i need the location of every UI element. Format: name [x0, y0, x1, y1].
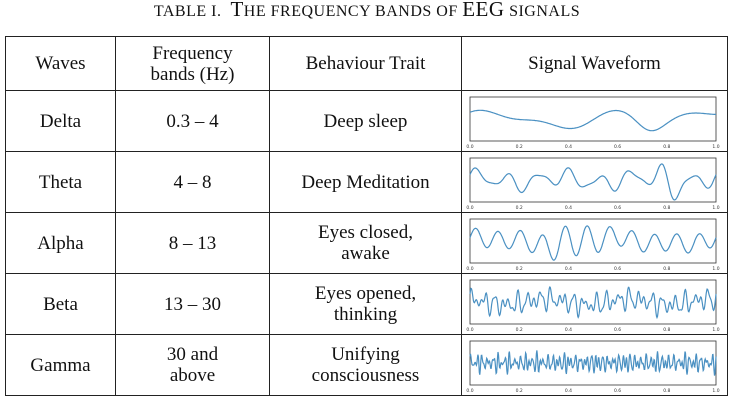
waveform-frame [469, 96, 716, 141]
waveform-plot-delta: 0.0 0.2 0.4 0.6 0.8 1.0 [466, 96, 719, 150]
waveform-tick-label: 0.2 [515, 266, 522, 272]
waveform-plot-theta: 0.0 0.2 0.4 0.6 0.8 1.0 [466, 157, 719, 211]
waveform-tick-label: 0.8 [663, 205, 670, 211]
behaviour-text: awake [341, 243, 390, 264]
header-waves: Waves [5, 36, 116, 91]
waveform-tick-label: 0.4 [564, 388, 571, 394]
waveform-trace [468, 349, 717, 376]
behaviour-text: consciousness [311, 365, 420, 386]
waveform-tick-label: 0.0 [466, 327, 473, 333]
behaviour-text: Deep Meditation [301, 171, 430, 193]
waveform-cell: 0.0 0.2 0.4 0.6 0.8 1.0 [461, 334, 728, 396]
behaviour-cell: Eyes opened, thinking [269, 273, 462, 335]
waveform-tick-label: 0.6 [614, 388, 621, 394]
frequency-text: 30 and [166, 344, 219, 365]
waveform-tick-label: 1.0 [712, 205, 719, 211]
wave-name-cell: Alpha [5, 212, 116, 274]
waveform-tick-label: 0.2 [515, 144, 522, 150]
waveform-plot-beta: 0.0 0.2 0.4 0.6 0.8 1.0 [466, 279, 719, 333]
waveform-tick-label: 0.6 [614, 205, 621, 211]
frequency-text: 0.3 – 4 [166, 110, 219, 132]
waveform-trace [469, 109, 716, 131]
waveform-tick-label: 0.6 [614, 266, 621, 272]
waveform-tick-label: 0.2 [515, 205, 522, 211]
behaviour-cell: Unifying consciousness [269, 334, 462, 396]
wave-name-cell: Gamma [5, 334, 116, 396]
behaviour-text: thinking [333, 304, 398, 325]
caption-label: TABLE I. [153, 3, 222, 20]
waveform-plot-gamma: 0.0 0.2 0.4 0.6 0.8 1.0 [466, 340, 719, 394]
table-row: Beta 13 – 30 Eyes opened, thinking 0.0 0.2 0.4… [5, 273, 728, 335]
behaviour-cell: Eyes closed, awake [269, 212, 462, 274]
eeg-bands-table: Waves Frequency bands (Hz) Behaviour Tra… [5, 36, 728, 396]
header-waveform: Signal Waveform [461, 36, 728, 91]
caption-text-1: HE FREQUENCY BANDS OF [243, 3, 458, 20]
wave-name-cell: Theta [5, 151, 116, 213]
waveform-plot-alpha: 0.0 0.2 0.4 0.6 0.8 1.0 [466, 218, 719, 272]
waveform-tick-label: 0.4 [564, 144, 571, 150]
caption-eeg: EEG [462, 0, 505, 21]
header-behaviour: Behaviour Trait [269, 36, 462, 91]
waveform-frame [469, 157, 716, 202]
frequency-cell: 4 – 8 [115, 151, 270, 213]
table-row: Gamma 30 and above Unifying consciousness 0.0… [5, 334, 728, 396]
table-row: Alpha 8 – 13 Eyes closed, awake 0.0 0.2 0.4 0.6… [5, 212, 728, 274]
header-frequency: Frequency bands (Hz) [115, 36, 270, 91]
frequency-text: 4 – 8 [173, 171, 212, 193]
frequency-text: 13 – 30 [164, 293, 221, 315]
waveform-cell: 0.0 0.2 0.4 0.6 0.8 1.0 [461, 273, 728, 335]
waveform-trace [468, 285, 717, 319]
waveform-tick-label: 0.8 [663, 388, 670, 394]
caption-text-3: SIGNALS [509, 3, 581, 20]
wave-name-cell: Delta [5, 90, 116, 152]
behaviour-text: Unifying [331, 344, 400, 365]
caption-first-letter: T [230, 0, 244, 21]
frequency-cell: 13 – 30 [115, 273, 270, 335]
waveform-tick-label: 0.4 [564, 205, 571, 211]
waveform-cell: 0.0 0.2 0.4 0.6 0.8 1.0 [461, 151, 728, 213]
waveform-tick-label: 0.4 [564, 327, 571, 333]
behaviour-text: Deep sleep [323, 110, 408, 132]
table-row: Delta 0.3 – 4 Deep sleep 0.0 0.2 0.4 0.6 0.8 1.0 [5, 90, 728, 152]
waveform-tick-label: 1.0 [712, 327, 719, 333]
frequency-text: 8 – 13 [168, 232, 217, 254]
waveform-tick-label: 0.8 [663, 327, 670, 333]
waveform-tick-label: 1.0 [712, 388, 719, 394]
waveform-frame [469, 279, 716, 324]
waveform-tick-label: 0.8 [663, 144, 670, 150]
behaviour-text: Eyes closed, [318, 222, 413, 243]
waveform-tick-label: 0.4 [564, 266, 571, 272]
behaviour-cell: Deep Meditation [269, 151, 462, 213]
frequency-text: above [169, 365, 216, 386]
waveform-tick-label: 0.0 [466, 266, 473, 272]
header-frequency-line2: bands (Hz) [150, 63, 235, 85]
waveform-tick-label: 0.2 [515, 327, 522, 333]
frequency-cell: 30 and above [115, 334, 270, 396]
waveform-tick-label: 0.2 [515, 388, 522, 394]
table-row: Theta 4 – 8 Deep Meditation 0.0 0.2 0.4 0.6 0.8… [5, 151, 728, 213]
waveform-trace [468, 162, 717, 201]
waveform-frame [469, 218, 716, 263]
waveform-tick-label: 1.0 [712, 266, 719, 272]
behaviour-cell: Deep sleep [269, 90, 462, 152]
waveform-tick-label: 0.0 [466, 144, 473, 150]
header-row: Waves Frequency bands (Hz) Behaviour Tra… [5, 36, 728, 91]
waveform-trace [468, 224, 717, 261]
waveform-cell: 0.0 0.2 0.4 0.6 0.8 1.0 [461, 212, 728, 274]
frequency-cell: 0.3 – 4 [115, 90, 270, 152]
table-caption: TABLE I. THE FREQUENCY BANDS OF EEG SIGN… [0, 0, 734, 30]
waveform-tick-label: 0.6 [614, 144, 621, 150]
frequency-cell: 8 – 13 [115, 212, 270, 274]
header-frequency-line1: Frequency [152, 42, 233, 64]
waveform-tick-label: 0.6 [614, 327, 621, 333]
wave-name-cell: Beta [5, 273, 116, 335]
waveform-tick-label: 0.0 [466, 205, 473, 211]
waveform-tick-label: 0.8 [663, 266, 670, 272]
waveform-tick-label: 1.0 [712, 144, 719, 150]
waveform-tick-label: 0.0 [466, 388, 473, 394]
waveform-cell: 0.0 0.2 0.4 0.6 0.8 1.0 [461, 90, 728, 152]
behaviour-text: Eyes opened, [314, 283, 417, 304]
